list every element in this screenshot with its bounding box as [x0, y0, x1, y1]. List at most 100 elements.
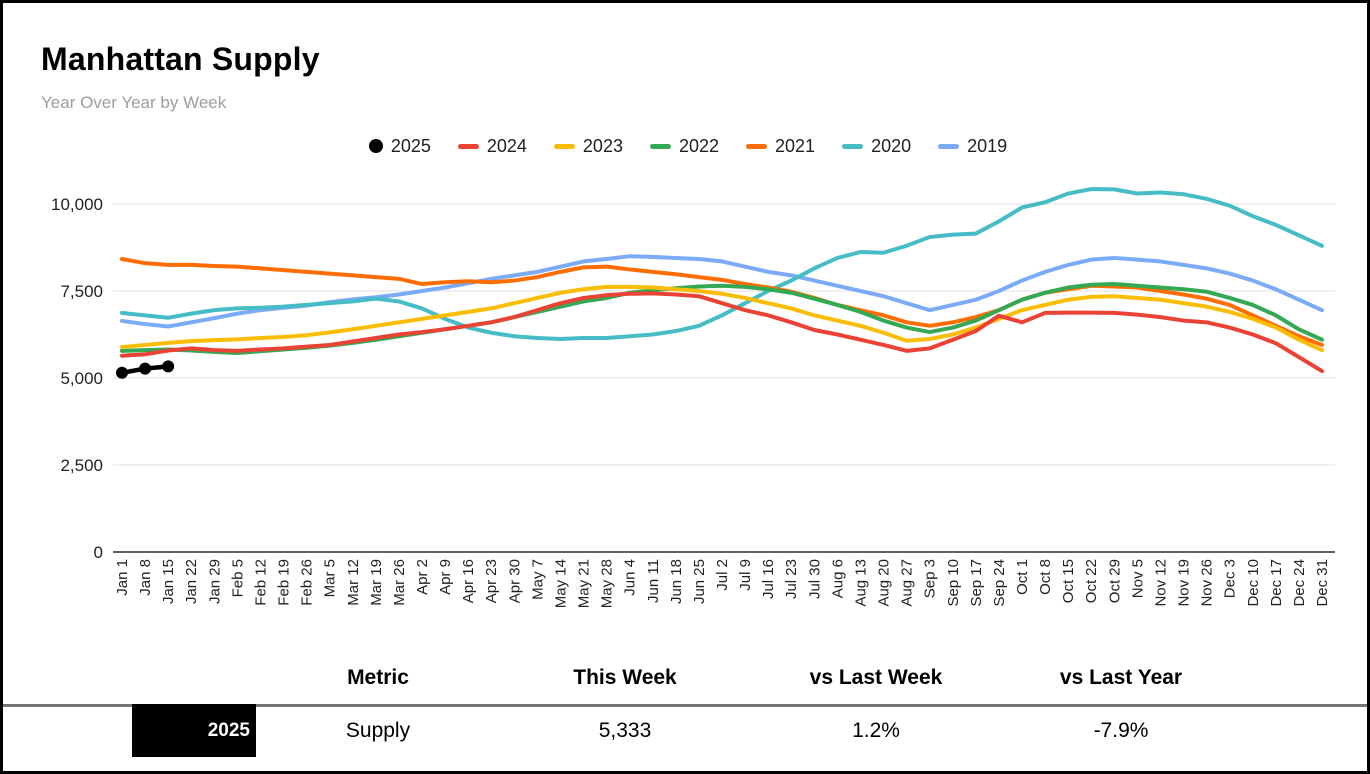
legend-item-2020: 2020	[842, 136, 911, 157]
x-axis-tick-label: Sep 24	[991, 559, 1008, 607]
x-axis-tick-label: Dec 17	[1268, 559, 1285, 607]
x-axis-tick-label: Jan 29	[206, 559, 223, 604]
legend-label: 2020	[871, 135, 912, 156]
x-axis-tick-label: Oct 29	[1106, 559, 1123, 603]
legend-item-2022: 2022	[649, 135, 720, 157]
y-axis-tick-label: 0	[94, 543, 103, 562]
cell-metric: Supply	[345, 719, 411, 742]
y-axis-tick-label: 2,500	[60, 456, 103, 475]
legend-label: 2021	[775, 135, 816, 156]
x-axis-tick-label: Feb 19	[276, 559, 293, 606]
x-axis-tick-label: Jul 16	[760, 559, 777, 599]
chart-legend: 2025 2024 2023 2022 2021 2020 2019	[3, 133, 1367, 159]
x-axis-tick-label: Aug 6	[829, 559, 846, 598]
legend-label: 2025	[390, 135, 431, 156]
x-axis-tick-label: Oct 8	[1037, 559, 1054, 595]
series-line-2024	[120, 291, 1324, 374]
data-point-2025	[116, 366, 128, 379]
x-axis-tick-label: Jun 25	[691, 559, 708, 604]
x-axis-tick-label: Oct 15	[1060, 559, 1077, 603]
x-axis-tick-label: May 7	[529, 559, 546, 600]
x-axis-tick-label: Feb 26	[299, 559, 316, 606]
x-axis-tick-label: May 28	[599, 559, 616, 608]
series-line-2023	[120, 284, 1324, 353]
legend-label: 2023	[582, 135, 623, 156]
x-axis-tick-label: May 14	[552, 559, 569, 608]
x-axis-tick-label: Aug 13	[852, 559, 869, 607]
x-axis-tick-label: Aug 27	[899, 559, 916, 607]
x-axis-tick-label: Mar 12	[345, 559, 362, 606]
col-header-vs-last-year: vs Last Year	[1059, 666, 1183, 689]
cell-vs-last-week: 1.2%	[852, 719, 900, 742]
x-axis-tick-label: Nov 5	[1129, 559, 1146, 598]
x-axis-tick-label: Jan 15	[160, 559, 177, 604]
supply-line-chart: 0 2,500 5,000 7,500 10,000 Jan 1 Jan 8 Jan 15 Ja…	[51, 187, 1335, 608]
x-axis-tick-label: Feb 12	[252, 559, 269, 606]
x-axis-tick-label: Jan 8	[137, 559, 154, 596]
x-axis-tick-label: Dec 31	[1314, 559, 1331, 607]
x-axis-tick-label: Jul 2	[714, 559, 731, 591]
x-axis-tick-label: Nov 26	[1199, 559, 1216, 607]
x-axis-tick-label: Dec 24	[1291, 559, 1308, 607]
legend-item-2024: 2024	[457, 135, 527, 157]
legend-circle-swatch-icon	[368, 139, 383, 153]
series-line-2021	[120, 256, 1324, 347]
x-axis-tick-label: Jul 9	[737, 559, 754, 591]
y-axis-tick-label: 7,500	[60, 282, 103, 301]
x-axis-tick-label: Apr 30	[506, 559, 523, 603]
x-axis-tick-label: Mar 19	[368, 559, 385, 606]
cell-vs-last-year: -7.9%	[1093, 719, 1149, 742]
x-axis-tick-label: Sep 10	[945, 559, 962, 607]
legend-item-2023: 2023	[553, 135, 623, 157]
col-header-vs-last-week: vs Last Week	[809, 666, 943, 689]
x-axis-tick-label: May 21	[576, 559, 593, 608]
legend-item-2019: 2019	[938, 136, 1007, 157]
x-axis-tick-label: Oct 1	[1014, 559, 1031, 595]
x-axis-tick-label: Jan 22	[183, 559, 200, 604]
legend-dash-swatch-icon	[649, 143, 671, 149]
x-axis-tick-label: Mar 26	[391, 559, 408, 606]
data-point-2025	[162, 360, 175, 373]
x-axis-tick-label: Dec 3	[1222, 559, 1239, 598]
x-axis-tick-label: Apr 2	[414, 559, 431, 595]
cell-this-week: 5,333	[598, 719, 652, 742]
legend-dash-swatch-icon	[938, 143, 960, 149]
x-axis-tick-label: Jun 4	[622, 559, 639, 596]
x-axis-tick-label: Apr 9	[437, 559, 454, 595]
legend-dash-swatch-icon	[842, 143, 864, 149]
x-axis-tick-label: Sep 17	[968, 559, 985, 607]
x-axis-tick-label: Feb 5	[229, 559, 246, 597]
x-axis-tick-label: Jan 1	[114, 559, 131, 596]
legend-label: 2024	[486, 135, 527, 156]
legend-dash-swatch-icon	[457, 143, 479, 149]
x-axis-tick-label: Apr 16	[460, 559, 477, 603]
x-axis-tick-label: Jul 30	[806, 559, 823, 599]
page-title: Manhattan Supply	[41, 41, 320, 77]
x-axis-tick-label: Jul 23	[783, 559, 800, 599]
legend-item-2021: 2021	[746, 136, 815, 157]
legend-dash-swatch-icon	[746, 143, 768, 149]
x-axis-tick-label: Sep 3	[922, 559, 939, 598]
x-axis-tick-label: Jun 11	[645, 559, 662, 603]
x-axis-tick-label: Dec 10	[1245, 559, 1262, 607]
x-axis-tick-label: Nov 19	[1176, 559, 1193, 607]
y-axis-tick-label: 5,000	[60, 369, 103, 388]
legend-label: 2022	[678, 135, 720, 156]
year-badge: 2025	[132, 704, 256, 757]
x-axis-tick-label: Aug 20	[876, 559, 893, 607]
x-axis-tick-label: Oct 22	[1083, 559, 1100, 603]
legend-dash-swatch-icon	[553, 143, 575, 149]
x-axis-tick-label: Apr 23	[483, 559, 500, 603]
data-point-2025	[139, 362, 152, 375]
legend-label: 2019	[967, 135, 1008, 156]
x-axis-tick-label: Mar 5	[322, 559, 339, 597]
col-header-this-week: This Week	[573, 666, 677, 689]
y-axis-tick-label: 10,000	[51, 195, 103, 214]
x-axis-tick-label: Jun 18	[668, 559, 685, 604]
x-axis-tick-label: Nov 12	[1152, 559, 1169, 607]
col-header-metric: Metric	[347, 666, 409, 689]
legend-item-2025: 2025	[368, 135, 431, 157]
page-subtitle: Year Over Year by Week	[41, 93, 227, 112]
table-divider	[3, 704, 1367, 707]
